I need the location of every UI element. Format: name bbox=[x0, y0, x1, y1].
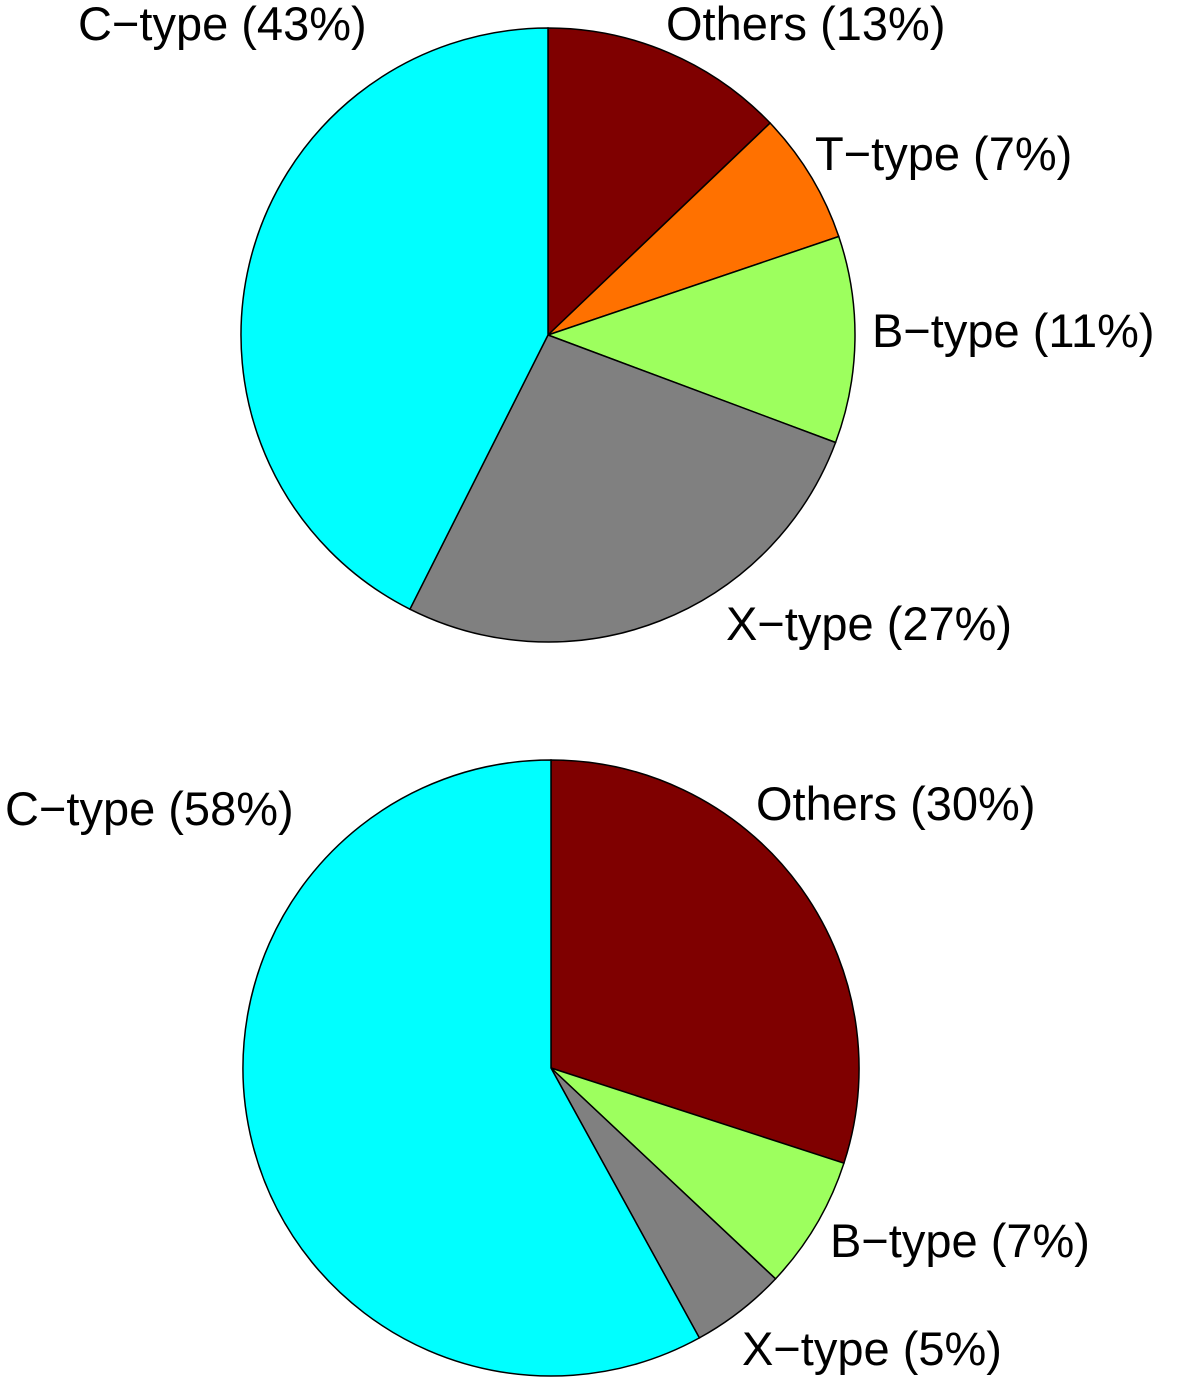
pie-0-slice-t-type bbox=[547, 121, 840, 336]
pie-1-slice-c-type bbox=[242, 759, 701, 1377]
pie-1-slice-others bbox=[550, 759, 860, 1165]
pie-chart-bottom: Others (30%) B−type (7%) X−type (5%) C−type… bbox=[5, 759, 1090, 1377]
pie-1-label-x-type: X−type (5%) bbox=[742, 1322, 1002, 1375]
pie-1-label-others: Others (30%) bbox=[756, 777, 1035, 830]
pie-0-slice-x-type bbox=[408, 334, 837, 643]
pie-0-slice-b-type bbox=[545, 235, 856, 444]
pie-0-slice-c-type bbox=[240, 27, 549, 611]
pie-0-slice-others bbox=[547, 27, 772, 337]
pie-1-slice-b-type bbox=[550, 1067, 845, 1280]
pie-0-label-t-type: T−type (7%) bbox=[815, 127, 1072, 180]
pie-0-label-c-type: C−type (43%) bbox=[78, 0, 367, 50]
pie-0-label-x-type: X−type (27%) bbox=[726, 597, 1012, 650]
pie-1-label-b-type: B−type (7%) bbox=[830, 1214, 1090, 1267]
pie-1-label-c-type: C−type (58%) bbox=[5, 782, 294, 835]
pie-chart-top: Others (13%) T−type (7%) B−type (11%) X−typ… bbox=[78, 0, 1155, 650]
pie-0-label-b-type: B−type (11%) bbox=[872, 304, 1155, 357]
pie-0-label-others: Others (13%) bbox=[666, 0, 945, 50]
